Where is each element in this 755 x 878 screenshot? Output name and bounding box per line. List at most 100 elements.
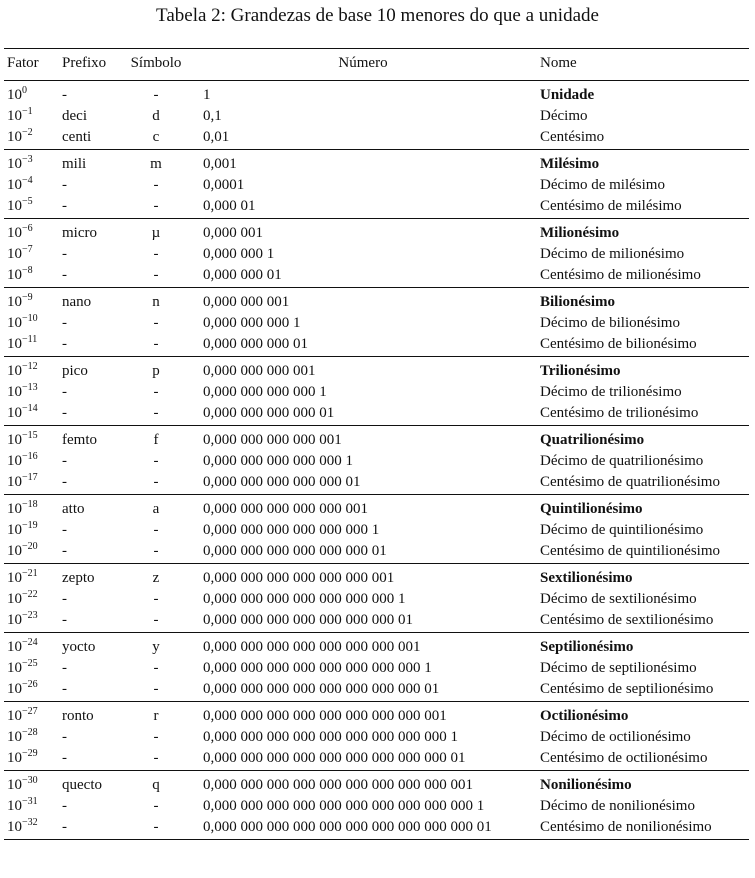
nome-cell: Milésimo [540,156,600,172]
numero-cell: 0,000 000 000 000 000 000 000 000 1 [203,660,432,677]
fator-base: 10 [7,729,22,746]
fator-cell: 10−17 [7,472,38,494]
table-row: 10−18 atto a 0,000 000 000 000 000 001 Quint… [4,499,749,520]
table-group: 10−3 mili m 0,001 Milésimo 10−4- -0,0001 Décimo… [4,150,749,218]
prefixo-cell: - [62,681,67,698]
fator-exponent: −19 [22,520,38,532]
fator-exponent: −4 [22,175,33,187]
fator-exponent: −22 [22,589,38,601]
group-rule [4,632,749,633]
group-rule [4,425,749,426]
fator-base: 10 [7,501,22,517]
fator-cell: 10−2 [7,127,33,149]
fator-exponent: −3 [22,154,33,165]
simbolo-cell: - [153,819,159,836]
simbolo-cell: - [153,246,159,263]
prefixo-cell: zepto [62,570,95,586]
table-body: 100- -1 Unidade 10−1 deci d 0,1 Décimo 10−2 centi… [4,81,749,839]
fator-exponent: −28 [22,727,38,739]
fator-exponent: −20 [22,541,38,553]
fator-exponent: −8 [22,265,33,277]
fator-cell: 10−22 [7,589,38,611]
table-row: 10−2 centi c 0,01 Centésimo [4,127,749,148]
fator-base: 10 [7,246,22,263]
fator-cell: 10−21 [7,568,38,590]
numero-cell: 0,000 000 01 [203,267,282,284]
nome-cell: Unidade [540,87,595,103]
prefixo-cell: - [62,267,67,284]
fator-base: 10 [7,570,22,586]
group-rule [4,356,749,357]
numero-cell: 0,000 000 1 [203,246,275,263]
nome-cell: Centésimo de milionésimo [540,267,701,284]
fator-cell: 10−12 [7,361,38,383]
fator-cell: 10−15 [7,430,38,452]
simbolo-cell: f [153,432,159,448]
fator-base: 10 [7,315,22,332]
prefixo-cell: - [62,474,67,491]
table-row: 10−22 - - 0,000 000 000 000 000 000 000 1 Dé… [4,589,749,610]
nome-cell: Centésimo [540,129,605,146]
table-row: 10−29 - - 0,000 000 000 000 000 000 000 000… [4,748,749,769]
fator-cell: 10−31 [7,796,38,818]
table-row: 10−30 quecto q 0,000 000 000 000 000 000 00… [4,775,749,796]
simbolo-cell: - [153,612,159,629]
fator-cell: 10−29 [7,748,38,770]
table-row: 10−8 - - 0,000 000 01 Centésimo de milionési… [4,265,749,286]
fator-exponent: −10 [22,313,38,325]
table-row: 10−25 - - 0,000 000 000 000 000 000 000 000… [4,658,749,679]
fator-cell: 10−13 [7,382,38,404]
fator-cell: 10−32 [7,817,38,839]
numero-cell: 0,000 000 000 000 000 000 000 000 000 01 [203,750,466,767]
fator-cell: 10−3 [7,154,33,176]
simbolo-cell: d [152,108,160,125]
simbolo-cell: c [152,129,160,146]
fator-cell: 10−11 [7,334,37,356]
table-top-rule [4,48,749,49]
numero-cell: 0,000 000 000 000 000 000 000 000 000 00… [203,819,492,836]
simbolo-cell: - [153,798,159,815]
nome-cell: Centésimo de octilionésimo [540,750,708,767]
table-row: 10−28 - - 0,000 000 000 000 000 000 000 000… [4,727,749,748]
nome-cell: Milionésimo [540,225,620,241]
prefixo-cell: atto [62,501,85,517]
group-rule [4,218,749,219]
table-row: 10−20 - - 0,000 000 000 000 000 000 01 Centé… [4,541,749,562]
numero-cell: 0,000 000 000 000 000 000 000 1 [203,591,406,608]
fator-exponent: −12 [22,361,38,372]
table-group: 10−21 zepto z 0,000 000 000 000 000 000 001… [4,564,749,632]
nome-cell: Centésimo de nonilionésimo [540,819,712,836]
table-row: 10−9 nano n 0,000 000 001 Bilionésimo [4,292,749,313]
group-rule [4,494,749,495]
nome-cell: Quatrilionésimo [540,432,645,448]
simbolo-cell: - [153,750,159,767]
simbolo-cell: y [152,639,160,655]
prefixo-cell: - [62,729,67,746]
prefixo-cell: centi [62,129,92,146]
prefixo-cell: yocto [62,639,96,655]
prefixo-cell: ronto [62,708,94,724]
fator-cell: 10−7 [7,244,33,266]
table-row: 10−14 - - 0,000 000 000 000 01 Centésimo de … [4,403,749,424]
fator-cell: 10−16 [7,451,38,473]
simbolo-cell: - [153,267,159,284]
table-group: 100- -1 Unidade 10−1 deci d 0,1 Décimo 10−2 centi… [4,81,749,149]
fator-exponent: −7 [22,244,33,256]
simbolo-cell: n [152,294,160,310]
fator-exponent: 0 [22,85,27,96]
group-rule [4,149,749,150]
simbolo-cell: q [152,777,160,793]
fator-base: 10 [7,777,22,793]
nome-cell: Octilionésimo [540,708,629,724]
group-rule [4,770,749,771]
table-row: 10−12 pico p 0,000 000 000 001 Trilionésimo [4,361,749,382]
fator-base: 10 [7,432,22,448]
numero-cell: 0,000 000 000 000 000 000 000 000 000 00… [203,777,473,793]
table-group: 10−27 ronto r 0,000 000 000 000 000 000 000… [4,702,749,770]
fator-base: 10 [7,156,22,172]
simbolo-cell: µ [151,225,161,241]
simbolo-cell: a [152,501,160,517]
nome-cell: Décimo de quintilionésimo [540,522,704,539]
fator-base: 10 [7,750,22,767]
group-rule [4,287,749,288]
